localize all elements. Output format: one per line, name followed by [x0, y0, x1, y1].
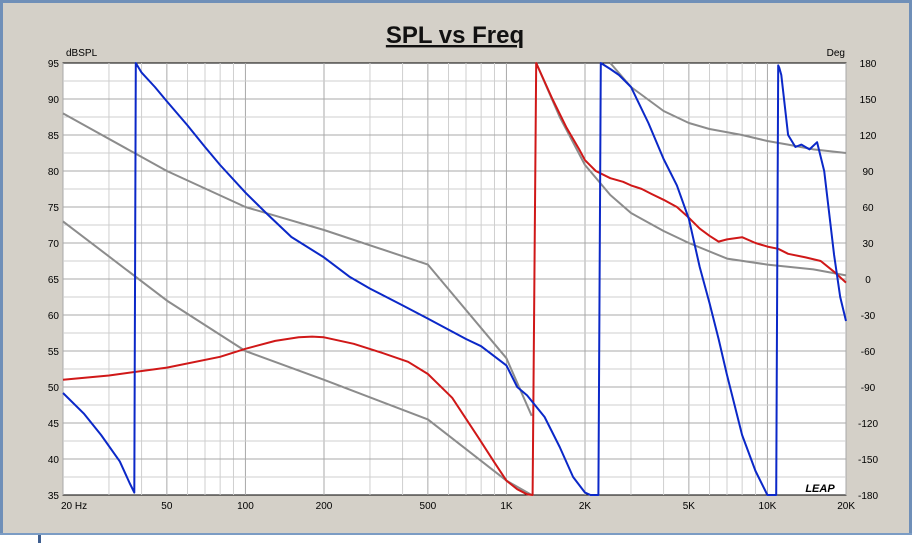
left-tick-label: 55 [48, 347, 60, 358]
reference-curve [62, 112, 533, 417]
x-tick-label: 5K [683, 501, 696, 512]
status-strip-tick [38, 535, 41, 543]
right-tick-label: 30 [862, 239, 874, 250]
left-axis-ticks: 95 90 85 80 75 70 65 60 55 50 45 40 35 [48, 59, 60, 502]
right-tick-label: -180 [858, 491, 878, 502]
left-tick-label: 70 [48, 239, 60, 250]
left-tick-label: 65 [48, 275, 60, 286]
x-tick-label: 20K [837, 501, 855, 512]
x-tick-label: 100 [237, 501, 254, 512]
right-axis-label: Deg [827, 48, 845, 59]
right-tick-label: -60 [861, 347, 876, 358]
left-tick-label: 40 [48, 455, 60, 466]
left-tick-label: 85 [48, 131, 60, 142]
left-tick-label: 95 [48, 59, 60, 70]
x-tick-label: 200 [316, 501, 333, 512]
chart-title: SPL vs Freq [386, 22, 524, 49]
x-tick-label: 50 [161, 501, 173, 512]
x-tick-label: 2K [579, 501, 592, 512]
left-tick-label: 50 [48, 383, 60, 394]
left-tick-label: 45 [48, 419, 60, 430]
x-tick-label: 1K [500, 501, 513, 512]
right-tick-label: 180 [860, 59, 877, 70]
left-tick-label: 80 [48, 167, 60, 178]
x-axis-ticks: 20 Hz 50 100 200 500 1K 2K 5K 10K 20K [61, 501, 855, 512]
spl-curve [62, 62, 847, 496]
window-status-strip [0, 533, 912, 543]
x-tick-label: 20 Hz [61, 501, 87, 512]
leap-logo: LEAP [805, 483, 835, 495]
phase-curve [62, 62, 847, 496]
right-tick-label: -150 [858, 455, 878, 466]
reference-curve [535, 62, 847, 277]
reference-curve [609, 62, 847, 154]
right-tick-label: -30 [861, 311, 876, 322]
left-tick-label: 35 [48, 491, 60, 502]
right-tick-label: 120 [860, 131, 877, 142]
curves [62, 62, 847, 496]
x-tick-label: 10K [759, 501, 777, 512]
grid-lines [62, 63, 847, 495]
right-tick-label: 60 [862, 203, 874, 214]
left-axis-label: dBSPL [66, 48, 98, 59]
right-tick-label: 0 [865, 275, 871, 286]
left-tick-label: 90 [48, 95, 60, 106]
left-tick-label: 75 [48, 203, 60, 214]
right-tick-label: 90 [862, 167, 874, 178]
left-tick-label: 60 [48, 311, 60, 322]
right-tick-label: -120 [858, 419, 878, 430]
right-axis-ticks: 180 150 120 90 60 30 0 -30 -60 -90 -120 -150 -180 [858, 59, 878, 502]
right-tick-label: 150 [860, 95, 877, 106]
right-tick-label: -90 [861, 383, 876, 394]
x-tick-label: 500 [420, 501, 437, 512]
